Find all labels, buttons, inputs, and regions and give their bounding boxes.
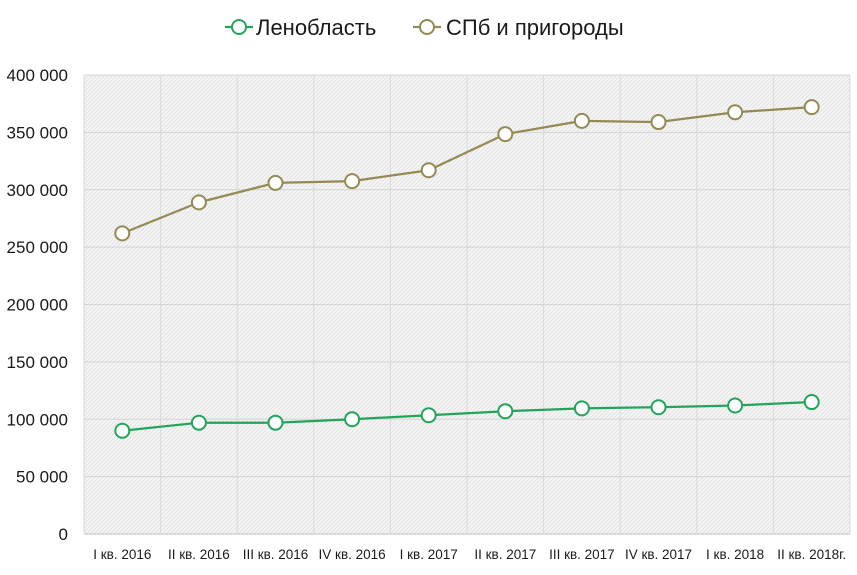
- x-tick-label: I кв. 2016: [93, 547, 151, 562]
- legend-item-2: СПб и пригороды: [413, 15, 624, 40]
- x-tick-label: I кв. 2017: [400, 547, 458, 562]
- x-tick-label: IV кв. 2016: [319, 547, 386, 562]
- gridlines: [83, 74, 851, 535]
- y-tick-label: 350 000: [7, 123, 68, 142]
- data-point: [573, 112, 590, 129]
- legend: Ленобласть СПб и пригороды: [225, 15, 624, 40]
- x-tick-label: II кв. 2017: [474, 547, 536, 562]
- x-axis-ticks: I кв. 2016 II кв. 2016 III кв. 2016 IV кв. …: [93, 547, 846, 562]
- x-tick-label: III кв. 2017: [549, 547, 615, 562]
- y-tick-label: 150 000: [7, 353, 68, 372]
- data-point: [190, 414, 207, 431]
- y-tick-label: 50 000: [16, 468, 68, 487]
- data-point: [650, 114, 667, 131]
- data-point: [420, 407, 437, 424]
- legend-item-1: Ленобласть: [225, 15, 376, 40]
- data-point: [267, 174, 284, 191]
- data-point: [727, 104, 744, 121]
- x-tick-label: IV кв. 2017: [625, 547, 692, 562]
- data-point: [803, 394, 820, 411]
- data-point: [114, 225, 131, 242]
- legend-label: СПб и пригороды: [446, 15, 624, 40]
- y-tick-label: 0: [59, 525, 68, 544]
- y-tick-label: 300 000: [7, 181, 68, 200]
- data-point: [190, 194, 207, 211]
- data-point: [803, 99, 820, 116]
- data-point: [573, 400, 590, 417]
- legend-marker: [231, 19, 247, 35]
- legend-marker: [419, 19, 435, 35]
- series-lines: [114, 99, 820, 439]
- y-tick-label: 200 000: [7, 296, 68, 315]
- y-tick-label: 100 000: [7, 410, 68, 429]
- data-point: [650, 399, 667, 416]
- data-point: [114, 422, 131, 439]
- series-2: [114, 99, 820, 242]
- data-point: [420, 162, 437, 179]
- data-point: [344, 411, 361, 428]
- y-axis-ticks: 0 50 000 100 000 150 000 200 000 250 000 300 0…: [7, 66, 68, 544]
- series-line: [121, 106, 812, 235]
- x-tick-label: II кв. 2018г.: [777, 547, 846, 562]
- x-tick-label: III кв. 2016: [243, 547, 309, 562]
- legend-label: Ленобласть: [256, 15, 376, 40]
- data-point: [497, 126, 514, 143]
- y-tick-label: 400 000: [7, 66, 68, 85]
- series-line: [122, 400, 812, 432]
- data-point: [727, 397, 744, 414]
- data-point: [267, 414, 284, 431]
- x-tick-label: II кв. 2016: [168, 547, 230, 562]
- series-1: [114, 394, 820, 439]
- data-point: [344, 173, 361, 190]
- x-tick-label: I кв. 2018: [706, 547, 764, 562]
- y-tick-label: 250 000: [7, 238, 68, 257]
- data-point: [497, 403, 514, 420]
